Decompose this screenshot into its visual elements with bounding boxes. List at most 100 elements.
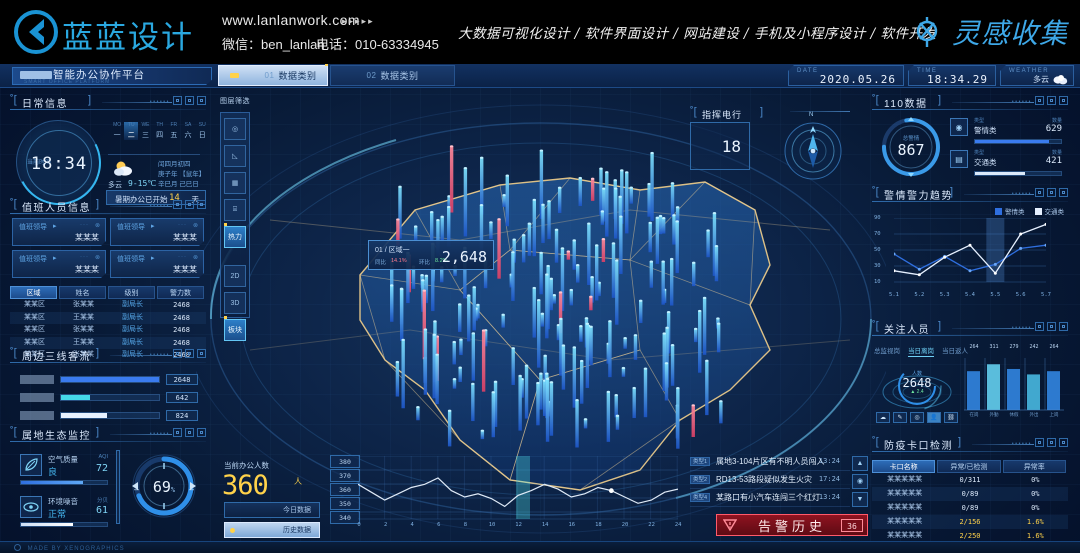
duty-card-0[interactable]: 值班领导 ▸ ··· ⊗ 某某某 — [12, 218, 106, 246]
expand-icon[interactable] — [197, 200, 206, 209]
maximize-icon[interactable] — [1047, 322, 1056, 331]
close-icon[interactable] — [173, 96, 182, 105]
maximize-icon[interactable] — [185, 96, 194, 105]
table-row[interactable]: 某某某某某 0/89 0% — [872, 501, 1068, 515]
panel-window-buttons[interactable] — [173, 349, 206, 358]
table-row[interactable]: 某某某某某 2/156 1.6% — [872, 515, 1068, 529]
target-icon[interactable]: ◎ — [910, 412, 924, 423]
checkpoint-col-0[interactable]: 卡口名称 — [872, 460, 936, 473]
watch-tab-2[interactable]: 当日返人 — [942, 348, 968, 355]
expand-icon[interactable] — [1059, 322, 1068, 331]
alert-item-0[interactable]: 类型1 属地3-104片区有不明人员闯入 13:24 — [690, 454, 870, 471]
table-row[interactable]: 某某某某某 0/311 0% — [872, 473, 1068, 487]
grid-icon[interactable]: ▦ — [224, 172, 246, 194]
close-icon[interactable] — [1035, 96, 1044, 105]
table-row[interactable]: 某某区 王某某 副局长 2468 — [10, 311, 206, 324]
duty-col-0[interactable]: 区域 — [10, 286, 57, 299]
panel-window-buttons[interactable] — [1035, 188, 1068, 197]
trend-legend-1[interactable]: 交通类 — [1034, 206, 1064, 216]
week-day-3[interactable]: TH 四 — [153, 122, 167, 140]
table-row[interactable]: 某某某某某 2/250 1.6% — [872, 529, 1068, 543]
clock-widget: 当前时间 18:34 — [6, 110, 112, 216]
close-icon[interactable] — [173, 428, 182, 437]
watch-tab-0[interactable]: 总监视岗 — [874, 348, 900, 355]
maximize-icon[interactable] — [1047, 188, 1056, 197]
duty-card-2[interactable]: 值班领导 ▸ ··· ⊗ 某某某 — [12, 250, 106, 278]
bracket-left-icon: ˚[ — [872, 436, 879, 448]
close-icon[interactable] — [173, 200, 182, 209]
link-icon[interactable]: ⛓ — [944, 412, 958, 423]
website-url[interactable]: www.lanlanwork.com — [222, 12, 360, 28]
panel-window-buttons[interactable] — [173, 96, 206, 105]
duty-col-1[interactable]: 姓名 — [59, 286, 106, 299]
expand-icon[interactable] — [197, 428, 206, 437]
close-icon[interactable] — [1035, 438, 1044, 447]
nav-tab-1[interactable]: 01 数据类别 — [218, 64, 328, 86]
map-view-板块[interactable]: 板块 — [224, 316, 246, 341]
close-icon[interactable] — [1035, 322, 1044, 331]
close-icon[interactable] — [173, 349, 182, 358]
scroll-up-icon[interactable]: ▲ — [852, 456, 868, 471]
location-icon[interactable]: ◎ — [224, 118, 246, 140]
person-icon[interactable]: 👤 — [927, 412, 941, 423]
tab-history-data[interactable]: 历史数据 — [224, 522, 320, 538]
duty-col-2[interactable]: 级别 — [108, 286, 155, 299]
heat-icon[interactable]: 热力 — [224, 223, 246, 248]
expand-icon[interactable] — [1059, 438, 1068, 447]
tab-today-data[interactable]: 今日数据 — [224, 502, 320, 518]
compass-dial[interactable]: N — [782, 112, 844, 182]
table-row[interactable]: 某某区 张某某 副局长 2468 — [10, 299, 206, 312]
map-view-2D[interactable]: 2D — [224, 265, 246, 287]
map-view-buttons[interactable]: 2D 3D 板块 — [220, 260, 250, 346]
duty-card-1[interactable]: 值班领导 ▸ ··· ⊗ 某某某 — [110, 218, 204, 246]
alert-item-2[interactable]: 类型4 某路口有小汽车连闯三个红灯 13:24 — [690, 490, 870, 507]
duty-card-3[interactable]: 值班领导 ▸ ··· ⊗ 某某某 — [110, 250, 204, 278]
expand-icon[interactable] — [197, 349, 206, 358]
scroll-down-icon[interactable]: ▼ — [852, 492, 868, 507]
expand-icon[interactable] — [1059, 188, 1068, 197]
week-strip[interactable]: MO 一 TU 二 WE 三 TH 四 FR 五 SA 六 SU 日 — [110, 122, 209, 140]
map-view-3D[interactable]: 3D — [224, 292, 246, 314]
maximize-icon[interactable] — [185, 428, 194, 437]
trend-legend-0[interactable]: 警情类 — [995, 206, 1025, 216]
close-icon[interactable]: ⊗ — [192, 255, 198, 261]
expand-icon[interactable] — [1059, 96, 1068, 105]
alert-scroll-controls[interactable]: ▲ ◉ ▼ — [852, 456, 870, 508]
building-icon[interactable]: ⌸ — [224, 199, 246, 221]
table-row[interactable]: 某某区 王某某 副局长 2468 — [10, 336, 206, 349]
panel-window-buttons[interactable] — [1035, 322, 1068, 331]
alert-item-1[interactable]: 类型2 RD13-53路段疑似发生火灾 17:24 — [690, 472, 870, 489]
expand-icon[interactable] — [197, 96, 206, 105]
cloud-icon[interactable]: ☁ — [876, 412, 890, 423]
map-container[interactable]: ◎ ◺ ▦ ⌸ 热力 图层筛选 2D 3D 板块 01 / 区域一 同比 14.1% 环比 … — [210, 90, 870, 553]
maximize-icon[interactable] — [185, 349, 194, 358]
watch-tab-1[interactable]: 当日离岗 — [908, 348, 934, 357]
table-row[interactable]: 某某某某某 0/89 0% — [872, 487, 1068, 501]
week-day-6[interactable]: SU 日 — [195, 122, 209, 140]
table-row[interactable]: 某某区 张某某 副局长 2468 — [10, 324, 206, 337]
alert-history-button[interactable]: 告警历史 36 — [716, 514, 868, 536]
week-day-0[interactable]: MO 一 — [110, 122, 124, 140]
close-icon[interactable] — [1035, 188, 1044, 197]
signal-icon[interactable]: ◺ — [224, 145, 246, 167]
checkpoint-col-2[interactable]: 异常率 — [1002, 460, 1066, 473]
close-icon[interactable]: ⊗ — [192, 223, 198, 229]
week-day-1[interactable]: TU 二 — [124, 122, 139, 140]
close-icon[interactable]: ⊗ — [94, 255, 100, 261]
panel-window-buttons[interactable] — [173, 200, 206, 209]
scroll-pause-icon[interactable]: ◉ — [852, 474, 868, 489]
nav-tab-2[interactable]: 02 数据类别 — [330, 65, 455, 86]
maximize-icon[interactable] — [1047, 438, 1056, 447]
maximize-icon[interactable] — [185, 200, 194, 209]
week-day-5[interactable]: SA 六 — [181, 122, 195, 140]
week-day-2[interactable]: WE 三 — [138, 122, 152, 140]
edit-icon[interactable]: ✎ — [893, 412, 907, 423]
week-day-4[interactable]: FR 五 — [167, 122, 181, 140]
maximize-icon[interactable] — [1047, 96, 1056, 105]
close-icon[interactable]: ⊗ — [94, 223, 100, 229]
panel-window-buttons[interactable] — [1035, 438, 1068, 447]
panel-window-buttons[interactable] — [1035, 96, 1068, 105]
panel-window-buttons[interactable] — [173, 428, 206, 437]
duty-col-3[interactable]: 警力数 — [157, 286, 204, 299]
checkpoint-col-1[interactable]: 异常/已检测 — [937, 460, 1001, 473]
